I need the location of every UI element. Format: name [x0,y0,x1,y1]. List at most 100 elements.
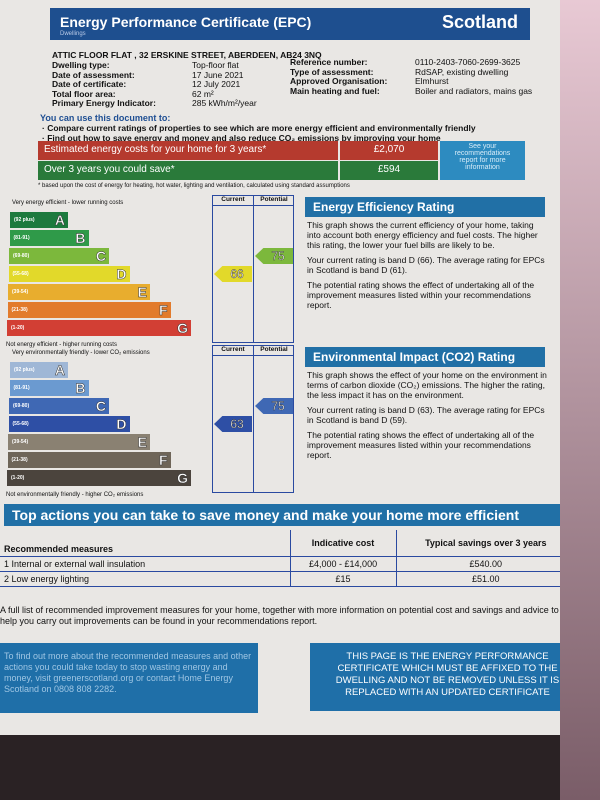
panel-p: The potential rating shows the effect of… [307,280,535,310]
actions-title: Top actions you can take to save money a… [4,504,574,526]
epc-header: Energy Performance Certificate (EPC) Sco… [50,8,530,40]
background-pink [560,0,600,800]
panel-p: This graph shows the current efficiency … [307,220,538,250]
potential-header: Potential [260,196,288,203]
table-row: 2 Low energy lighting £15 £51.00 [0,571,575,587]
chart-bottom-label: Not environmentally friendly - higher CO… [6,492,144,498]
cell: £15 [289,571,397,587]
use-bullet: · Compare current ratings of properties … [42,123,476,133]
header-country: Scotland [441,12,518,32]
detail-value: 62 m² [192,88,214,99]
band-letter: A [54,212,66,229]
band-range: (21-38) [11,457,28,463]
detail-row: Date of certificate: 12 July 2021 [52,79,282,90]
band-letter: F [158,302,168,319]
detail-value: 285 kWh/m²/year [192,98,257,108]
band-b: (81-91) B [9,230,89,246]
band-letter: G [177,320,188,337]
band-letter: G [177,470,188,487]
band-range: (92 plus) [14,217,35,223]
band-range: (92 plus) [14,367,35,373]
band-f: (21-38) F [7,452,171,469]
actions-note: A full list of recommended improvement m… [0,605,559,626]
band-e: (39-54) E [8,284,150,300]
detail-value: Elmhurst [415,76,449,86]
band-d: (55-68) D [8,266,130,282]
band-range: (55-68) [12,421,29,427]
panel-p: The potential rating shows the effect of… [307,430,535,460]
band-g: (1-20) G [7,320,191,336]
band-letter: E [137,434,147,451]
band-letter: A [54,362,66,379]
chart-top-label: Very environmentally friendly - lower CO… [12,350,150,356]
detail-value: RdSAP, existing dwelling [415,66,509,77]
details-left: Dwelling type: Top-floor flat Date of asse… [52,60,282,109]
band-range: (39-54) [12,439,29,445]
band-range: (69-80) [13,253,30,259]
detail-key: Dwelling type: [52,60,110,70]
detail-key: Approved Organisation: [290,76,388,86]
cell: 1 Internal or external wall insulation [0,556,290,572]
panel-p: This graph shows the effect of your home… [307,370,547,400]
band-letter: F [158,452,168,469]
use-bullets: · Compare current ratings of properties … [42,123,552,143]
col-header: Recommended measures [0,530,290,557]
footer-certificate-notice: THIS PAGE IS THE ENERGY PERFORMANCE CERT… [310,643,585,711]
col-header: Indicative cost [289,530,397,557]
detail-value: 12 July 2021 [192,79,241,89]
epc-page: Energy Performance Certificate (EPC) Sco… [0,0,585,735]
band-range: (39-54) [12,289,29,295]
details-right: Reference number: 0110-2403-7060-2699-362… [290,57,550,97]
detail-row: Main heating and fuel: Boiler and radiato… [290,85,550,97]
detail-key: Date of assessment: [52,69,135,80]
chart-top-label: Very energy efficient - lower running co… [12,200,124,206]
panel-text: This graph shows the current efficiency … [307,220,547,315]
potential-header: Potential [260,346,288,353]
band-g: (1-20) G [7,470,191,486]
table-row: 1 Internal or external wall insulation £4… [0,556,575,572]
current-header: Current [221,196,245,203]
chart-bottom-label: Not energy efficient - higher running co… [6,342,117,348]
detail-row: Type of assessment: RdSAP, existing dwell… [290,66,550,78]
detail-key: Type of assessment: [290,66,374,77]
property-address: ATTIC FLOOR FLAT , 32 ERSKINE STREET, AB… [52,50,322,60]
detail-row: Primary Energy Indicator: 285 kWh/m²/year [52,98,282,109]
detail-key: Total floor area: [52,88,116,99]
estimated-costs-label: Estimated energy costs for your home for… [38,141,338,160]
detail-row: Total floor area: 62 m² [52,88,282,100]
band-d: (55-68) D [8,416,130,432]
band-a: (92 plus) A [10,212,68,228]
band-a: (92 plus) A [10,362,68,378]
detail-key: Primary Energy Indicator: [52,98,156,108]
cell: £4,000 - £14,000 [289,556,397,572]
band-range: (21-38) [11,307,28,313]
col-header: Typical savings over 3 years [395,530,575,557]
detail-value: 0110-2403-7060-2699-3625 [415,57,521,67]
band-range: (81-91) [13,235,30,241]
panel-p: Your current rating is band D (63). The … [307,405,545,425]
rating-columns: Current Potential [212,345,294,493]
band-range: (1-20) [11,325,25,331]
save-value: £594 [340,161,438,180]
panel-p: Your current rating is band D (66). The … [307,255,545,275]
see-report-note: See your recommendations report for more… [440,141,525,180]
band-f: (21-38) F [7,302,171,319]
cell: £51.00 [395,571,575,587]
use-heading: You can use this document to: [40,113,171,123]
table-header-row: Recommended measures Indicative cost Typic… [0,530,575,557]
detail-value: Boiler and radiators, mains gas [415,85,533,96]
band-letter: B [75,380,86,397]
detail-row: Dwelling type: Top-floor flat [52,60,282,71]
detail-row: Reference number: 0110-2403-7060-2699-362… [290,57,550,68]
footer-info: To find out more about the recommended m… [0,643,258,713]
band-c: (69-80) C [9,398,109,414]
header-subtitle: Dwellings [60,31,86,37]
estimated-costs-value: £2,070 [340,141,438,160]
band-e: (39-54) E [8,434,150,450]
use-bullet: · Find out how to save energy and money … [42,133,441,143]
potential-rating-arrow: 75 [255,248,293,264]
cell: £540.00 [395,556,575,572]
potential-rating-arrow: 75 [255,398,293,414]
detail-key: Date of certificate: [52,79,127,89]
panel-title: Energy Efficiency Rating [305,197,545,217]
